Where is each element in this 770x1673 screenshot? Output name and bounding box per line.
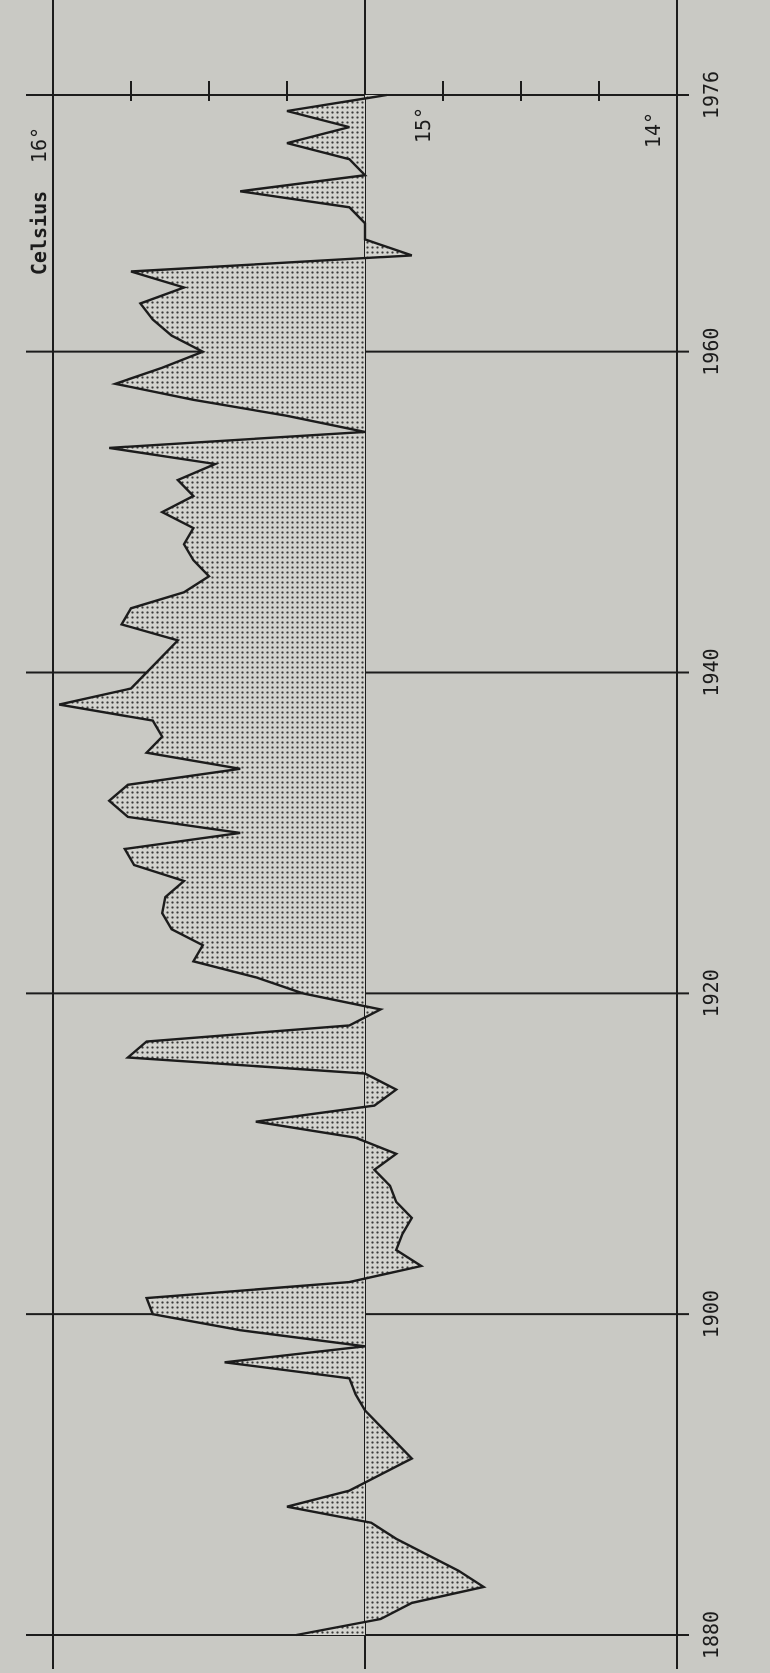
year-tick-label-1976: 1976 — [699, 71, 723, 119]
year-tick-label-1940: 1940 — [699, 648, 723, 696]
year-tick-label-1920: 1920 — [699, 969, 723, 1017]
temp-tick-label-16°: 16° — [27, 127, 51, 163]
temperature-line — [58, 93, 487, 1637]
year-tick-label-1960: 1960 — [699, 328, 723, 376]
year-tick-label-1880: 1880 — [699, 1611, 723, 1659]
temperature-area — [59, 95, 484, 1635]
temp-tick-label-14°: 14° — [641, 112, 665, 148]
axis-unit-label: Celsius — [27, 191, 51, 275]
year-tick-label-1900: 1900 — [699, 1290, 723, 1338]
temp-tick-label-15°: 15° — [411, 107, 435, 143]
